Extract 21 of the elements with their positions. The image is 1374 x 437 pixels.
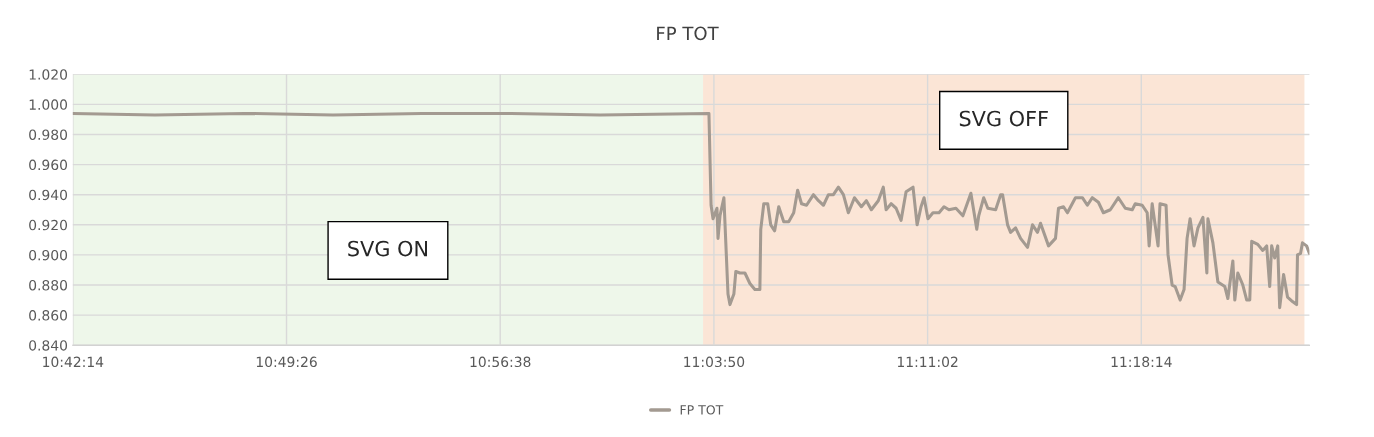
y-tick-label: 0.940 (29, 189, 68, 201)
legend-label: FP TOT (680, 405, 724, 415)
x-tick-label: 11:03:50 (684, 356, 745, 368)
y-tick-label: 0.960 (29, 159, 68, 171)
y-tick-label: 1.000 (29, 99, 68, 110)
y-tick-label: 0.840 (29, 340, 68, 351)
band-label: SVG ON (348, 240, 428, 257)
band-label: SVG OFF (959, 110, 1048, 127)
x-tick-label: 11:11:02 (897, 356, 958, 368)
chart-title: FP TOT (657, 26, 719, 41)
x-tick-label: 10:56:38 (470, 356, 531, 368)
y-tick-label: 0.920 (29, 219, 68, 231)
line-series (72, 111, 1310, 310)
x-tick-label: 10:42:14 (43, 356, 104, 368)
y-tick-label: 0.980 (29, 129, 68, 140)
y-tick-label: 0.880 (29, 279, 68, 291)
y-tick-label: 0.900 (29, 249, 68, 261)
x-tick-label: 10:49:26 (256, 356, 317, 368)
y-tick-label: 0.860 (29, 310, 68, 321)
x-tick-label: 11:18:14 (1111, 356, 1172, 368)
y-tick-label: 1.020 (29, 69, 68, 80)
